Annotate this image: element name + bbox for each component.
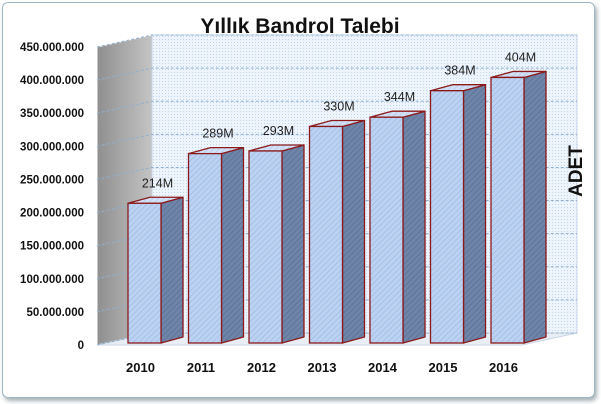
gridline: [96, 133, 577, 147]
bar: 293M: [248, 124, 305, 344]
y-tick-label: 300.000.000: [20, 141, 84, 153]
y-tick-label: 400.000.000: [20, 75, 84, 87]
x-tick-label: 2014: [368, 360, 398, 375]
y-tick-label: 150.000.000: [20, 241, 84, 253]
x-tick-label: 2016: [489, 360, 518, 375]
x-tick-label: 2012: [247, 360, 276, 375]
bar-front: [308, 125, 344, 344]
gridline: [96, 34, 577, 48]
data-label: 214M: [142, 176, 173, 190]
gridline: [96, 166, 577, 180]
y-tick-label: 50.000.000: [26, 307, 84, 319]
data-label: 289M: [202, 127, 233, 141]
x-tick-label: 2011: [187, 360, 215, 375]
bar: 330M: [308, 99, 366, 344]
bar-side: [281, 144, 305, 344]
bar-front: [248, 150, 283, 344]
bar-front: [369, 116, 404, 344]
chart-title: Yıllık Bandrol Talebi: [200, 15, 399, 38]
bar-side: [402, 110, 426, 344]
bar: 344M: [369, 90, 426, 344]
bar: 404M: [490, 50, 547, 344]
bar-front: [490, 76, 525, 344]
bar-side: [220, 146, 245, 344]
x-axis-ticks: 2010 2011 2012 2013 2014 2015 2016: [126, 360, 518, 375]
y-tick-label: 0: [78, 340, 84, 352]
x-tick-label: 2010: [126, 360, 155, 375]
bar-front: [429, 90, 465, 344]
bar: 214M: [127, 176, 184, 344]
y-tick-label: 450.000.000: [20, 42, 84, 54]
data-label: 330M: [323, 99, 354, 113]
y-tick-label: 100.000.000: [20, 274, 84, 286]
bar-side: [523, 70, 547, 344]
gridline: [96, 100, 577, 114]
gridline: [96, 67, 577, 81]
data-label: 384M: [444, 64, 475, 78]
x-tick-label: 2015: [429, 360, 458, 375]
bar: 384M: [429, 64, 487, 344]
y-tick-label: 250.000.000: [20, 174, 84, 186]
bar-front: [127, 202, 162, 344]
bar-side: [160, 196, 184, 344]
data-label: 344M: [384, 90, 415, 104]
data-label: 404M: [505, 50, 536, 64]
y-axis-ticks: 0 50.000.000 100.000.000 150.000.000 200.000…: [20, 42, 84, 352]
y-tick-label: 350.000.000: [20, 108, 84, 120]
bar-front: [187, 152, 223, 344]
y-tick-label: 200.000.000: [20, 208, 84, 220]
data-label: 293M: [263, 124, 294, 138]
bars: 214M 289M 293M 330M 344M 384M 404M: [127, 50, 547, 344]
y-axis-title: ADET: [566, 145, 587, 197]
x-tick-label: 2013: [308, 360, 337, 375]
bar: 289M: [187, 127, 245, 344]
bar-side: [462, 84, 487, 344]
bar-side: [341, 119, 366, 344]
